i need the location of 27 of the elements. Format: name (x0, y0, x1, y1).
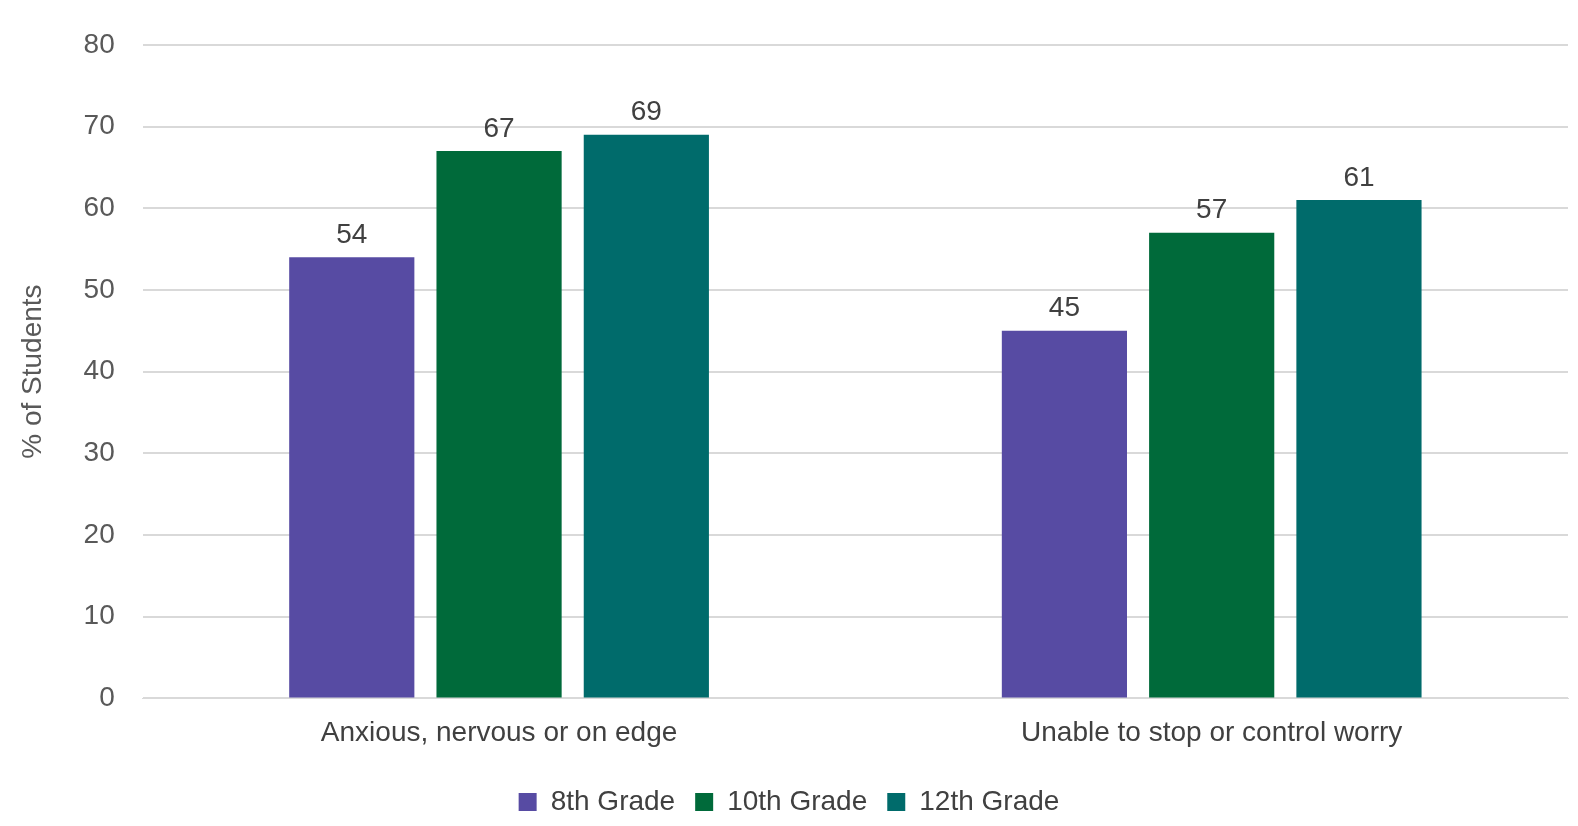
data-label: 54 (336, 217, 368, 249)
x-tick-label: Anxious, nervous or on edge (320, 715, 678, 747)
y-tick-label: 50 (83, 272, 115, 304)
bar (1001, 330, 1127, 698)
y-tick-label: 30 (83, 436, 115, 468)
bar (1149, 232, 1275, 698)
y-tick-label: 70 (83, 109, 115, 141)
x-tick-label: Unable to stop or control worry (1021, 715, 1403, 747)
bar (436, 151, 562, 698)
data-label: 69 (630, 95, 662, 127)
legend-label: 8th Grade (550, 784, 676, 816)
y-tick-label: 80 (83, 27, 115, 59)
bar (289, 257, 415, 698)
y-axis-title: % of Students (15, 284, 47, 459)
legend-label: 10th Grade (727, 784, 868, 816)
data-label: 67 (483, 111, 515, 143)
y-tick-label: 40 (83, 354, 115, 386)
y-tick-label: 20 (83, 517, 115, 549)
data-label: 45 (1048, 291, 1080, 323)
data-label: 57 (1196, 193, 1228, 225)
y-tick-label: 0 (99, 681, 115, 713)
y-tick-label: 60 (83, 190, 115, 222)
legend-label: 12th Grade (919, 784, 1060, 816)
data-label: 61 (1343, 160, 1375, 192)
bar (1296, 200, 1422, 698)
y-tick-label: 10 (83, 599, 115, 631)
bar (583, 134, 709, 698)
